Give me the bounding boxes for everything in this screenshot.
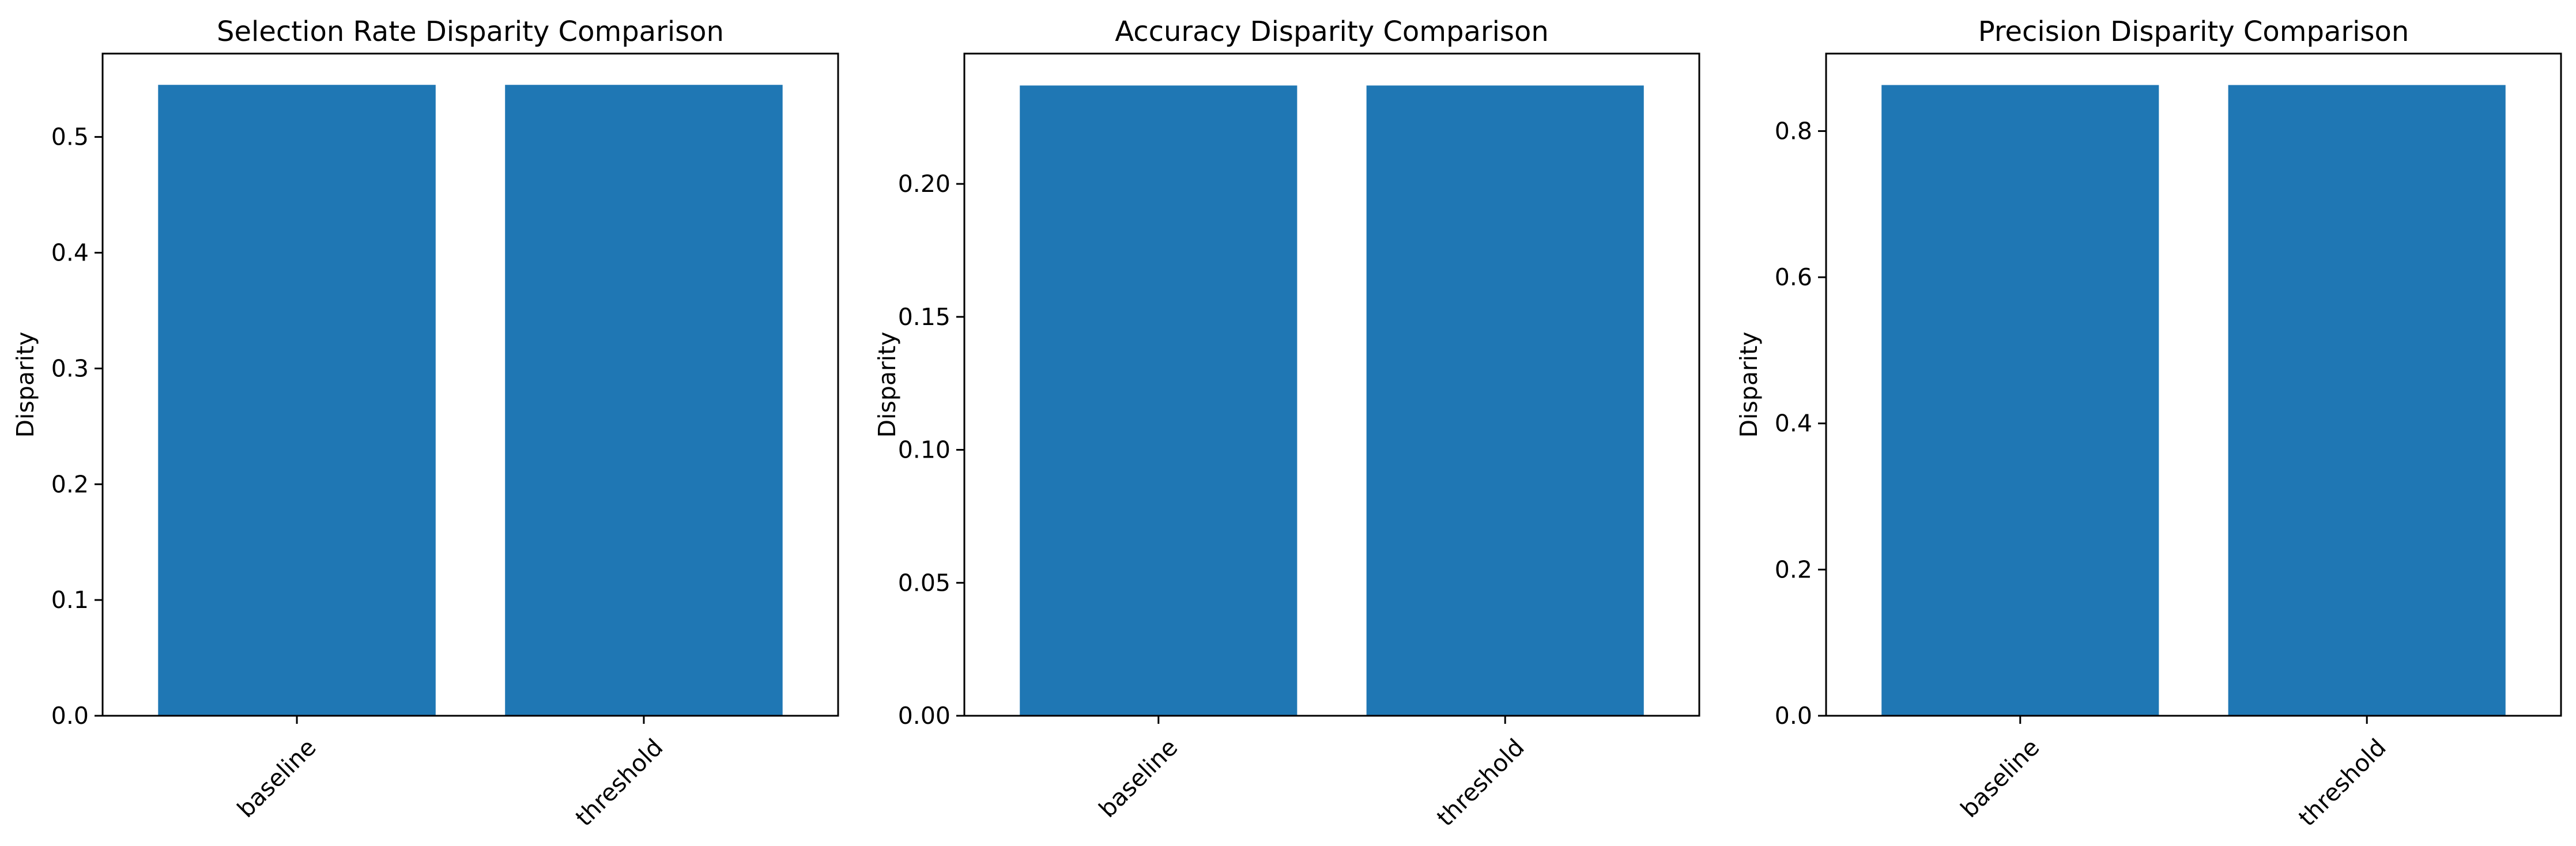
y-tick-label: 0.05: [898, 569, 951, 596]
y-tick-label: 0.6: [1775, 263, 1812, 291]
x-tick-label-baseline: baseline: [1955, 734, 2045, 823]
y-tick-label: 0.3: [51, 354, 89, 382]
y-tick-label: 0.10: [898, 436, 951, 464]
x-tick-label-threshold: threshold: [2293, 734, 2391, 832]
bar-baseline: [1020, 85, 1298, 716]
y-tick-label: 0.2: [1775, 556, 1812, 583]
y-tick-label: 0.1: [51, 586, 89, 614]
bar-threshold: [505, 85, 783, 716]
x-tick-label-baseline: baseline: [232, 734, 321, 823]
chart-title: Precision Disparity Comparison: [1978, 16, 2409, 48]
axes-frame: [963, 52, 1700, 717]
bar-baseline: [158, 85, 436, 716]
y-tick-label: 0.4: [1775, 410, 1812, 437]
y-tick-label: 0.15: [898, 303, 951, 331]
y-axis-label: Disparity: [12, 331, 39, 437]
chart-title: Selection Rate Disparity Comparison: [217, 16, 724, 48]
x-tick-label-threshold: threshold: [1431, 734, 1529, 832]
y-tick-label: 0.0: [51, 702, 89, 730]
axes-frame: [101, 52, 839, 717]
y-tick-label: 0.2: [51, 470, 89, 498]
chart-panel-3: 0.0 0.2 0.4 0.6 0.8 baseline threshold Precisio…: [1735, 16, 2562, 832]
chart-title: Accuracy Disparity Comparison: [1115, 16, 1549, 48]
bar-threshold: [2228, 85, 2506, 716]
y-tick-label: 0.20: [898, 170, 951, 198]
x-tick-label-baseline: baseline: [1093, 734, 1183, 823]
y-tick-label: 0.0: [1775, 702, 1812, 730]
y-axis-label: Disparity: [873, 331, 901, 437]
y-tick-label: 0.8: [1775, 117, 1812, 145]
x-tick-label-threshold: threshold: [570, 734, 668, 832]
y-tick-label: 0.4: [51, 239, 89, 267]
y-axis-label: Disparity: [1735, 331, 1763, 437]
bar-baseline: [1881, 85, 2159, 716]
y-tick-label: 0.5: [51, 123, 89, 151]
bar-threshold: [1366, 85, 1644, 716]
chart-panel-2: 0.00 0.05 0.10 0.15 0.20 baseline threshold Acc…: [873, 16, 1700, 832]
axes-frame: [1825, 52, 2562, 717]
chart-panel-1: 0.0 0.1 0.2 0.3 0.4 0.5 baseline threshold Selec…: [12, 16, 839, 832]
y-tick-label: 0.00: [898, 702, 951, 730]
